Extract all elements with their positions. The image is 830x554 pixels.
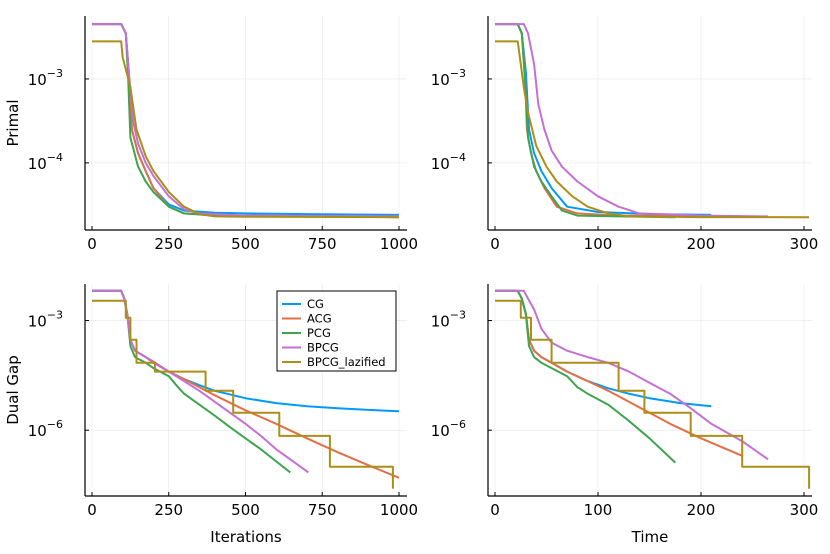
- y-tick-label: 10−3: [28, 309, 63, 331]
- y-tick-exponent: −6: [450, 418, 466, 431]
- y-tick-exponent: −3: [47, 67, 63, 80]
- legend-label-pcg: PCG: [307, 326, 331, 340]
- x-tick-label: 500: [231, 501, 260, 519]
- panel-top-right: 0 100 200 300 10−3 10−4: [431, 16, 819, 253]
- x-tick-label: 300: [790, 501, 819, 519]
- y-tick-label: 10−4: [28, 151, 63, 173]
- series-line-bpcg_lazified: [92, 40, 400, 219]
- series-line-bpcg_lazified: [495, 40, 810, 219]
- x-tick-label: 0: [490, 235, 500, 253]
- y-tick-label: 10−3: [431, 67, 466, 89]
- x-tick-label: 1000: [380, 501, 418, 519]
- x-tick-label: 250: [154, 235, 183, 253]
- series-line-bpcg: [495, 289, 769, 461]
- legend-label-acg: ACG: [307, 312, 332, 326]
- y-tick-label: 10−4: [431, 151, 466, 173]
- x-tick-label: 200: [687, 235, 716, 253]
- y-tick-label: 10−3: [431, 309, 466, 331]
- panel-top-left: 0 250 500 750 1000 10−3 10−4 Primal: [4, 16, 418, 253]
- series-line-pcg: [495, 23, 676, 219]
- legend-label-bpcg_lazified: BPCG_lazified: [307, 355, 386, 369]
- series-line-bpcg: [92, 289, 309, 474]
- x-tick-label: 0: [87, 235, 97, 253]
- x-tick-label: 100: [584, 235, 613, 253]
- y-tick-exponent: −3: [450, 67, 466, 80]
- y-tick-label: 10−3: [28, 67, 63, 89]
- x-tick-label: 1000: [380, 235, 418, 253]
- y-tick-exponent: −6: [47, 418, 63, 431]
- y-tick-exponent: −4: [47, 151, 63, 164]
- y-tick-exponent: −3: [47, 309, 63, 322]
- series-line-pcg: [495, 289, 676, 464]
- x-tick-label: 500: [231, 235, 260, 253]
- x-tick-label: 750: [308, 501, 337, 519]
- x-tick-label: 0: [490, 501, 500, 519]
- panel-bottom-left: 0 250 500 750 1000 10−3 10−6 Dual Gap Iterations…: [4, 284, 418, 546]
- x-tick-label: 250: [154, 501, 183, 519]
- y-axis-label: Dual Gap: [4, 355, 22, 425]
- y-axis-label: Primal: [4, 99, 22, 146]
- legend-label-bpcg: BPCG: [307, 341, 339, 355]
- x-tick-label: 750: [308, 235, 337, 253]
- y-tick-exponent: −3: [450, 309, 466, 322]
- x-tick-label: 0: [87, 501, 97, 519]
- panel-bottom-right: 0 100 200 300 10−3 10−6 Time: [431, 284, 819, 546]
- x-axis-label: Time: [631, 528, 669, 546]
- x-tick-label: 200: [687, 501, 716, 519]
- legend-label-cg: CG: [307, 297, 324, 311]
- x-tick-label: 300: [790, 235, 819, 253]
- x-tick-label: 100: [584, 501, 613, 519]
- series-line-bpcg_lazified: [92, 299, 394, 489]
- y-tick-exponent: −4: [450, 151, 466, 164]
- y-tick-label: 10−6: [431, 418, 466, 440]
- series-line-bpcg_lazified: [495, 299, 811, 489]
- series-line-bpcg: [495, 23, 769, 218]
- x-axis-label: Iterations: [210, 528, 282, 546]
- y-tick-label: 10−6: [28, 418, 63, 440]
